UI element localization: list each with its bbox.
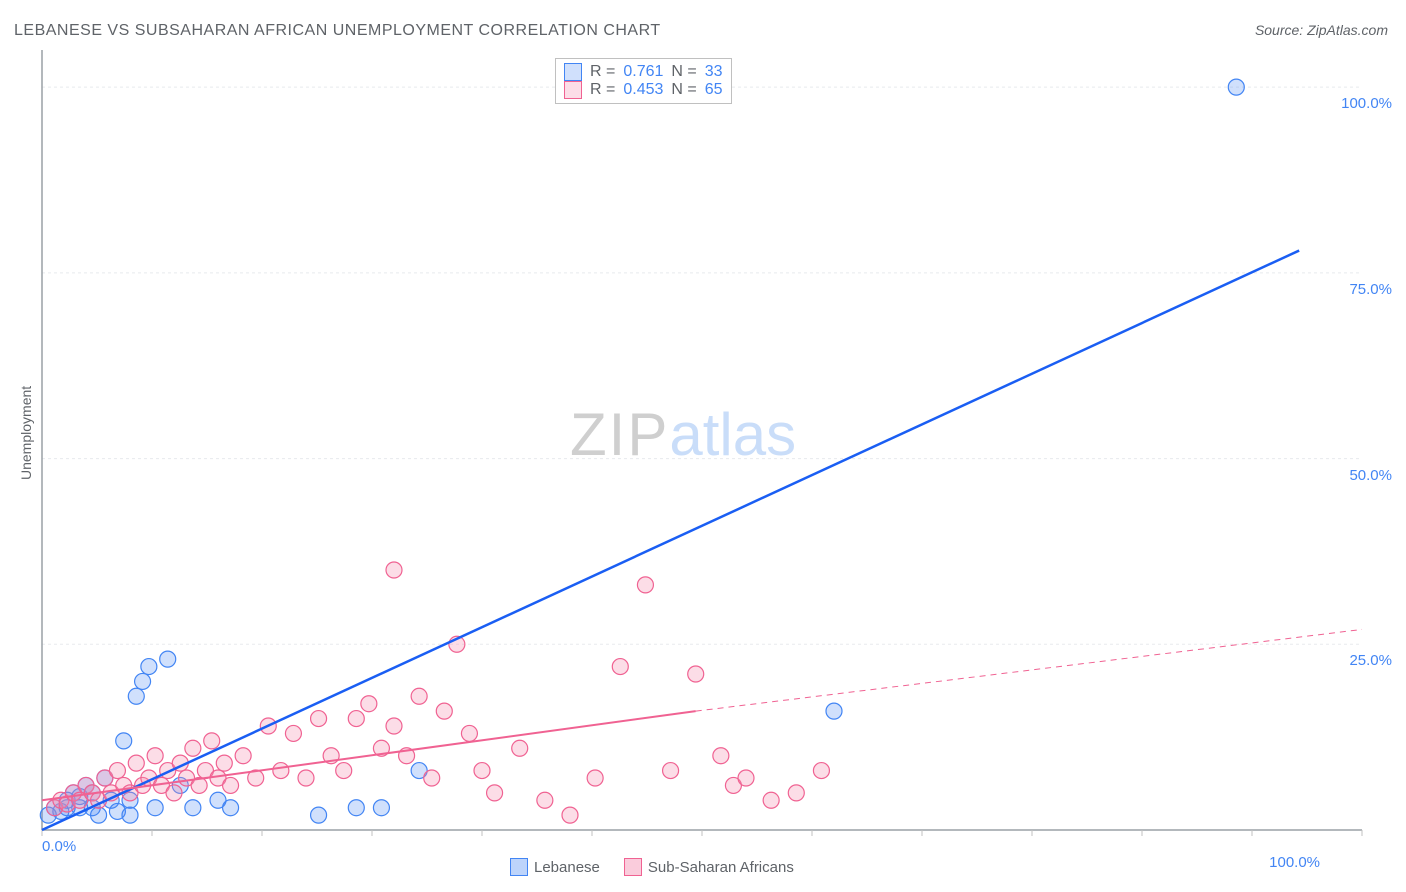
x-tick-label: 100.0% (1269, 854, 1320, 871)
y-tick-label: 75.0% (1349, 281, 1392, 298)
y-tick-label: 50.0% (1349, 467, 1392, 484)
y-tick-label: 100.0% (1341, 95, 1392, 112)
series-swatch (564, 63, 582, 81)
stat-r-label: R = (590, 63, 615, 81)
y-tick-label: 0.0% (42, 838, 76, 855)
legend-item: Sub-Saharan Africans (624, 858, 794, 876)
stat-n-value: 65 (705, 81, 723, 99)
stat-row: R = 0.761 N = 33 (564, 63, 723, 81)
y-tick-label: 25.0% (1349, 652, 1392, 669)
series-swatch (564, 81, 582, 99)
stat-r-value: 0.761 (623, 63, 663, 81)
correlation-stats-box: R = 0.761 N = 33 R = 0.453 N = 65 (555, 58, 732, 104)
legend-swatch (624, 858, 642, 876)
legend: Lebanese Sub-Saharan Africans (510, 858, 794, 876)
stat-n-label: N = (671, 81, 696, 99)
stat-n-label: N = (671, 63, 696, 81)
stat-n-value: 33 (705, 63, 723, 81)
legend-swatch (510, 858, 528, 876)
legend-item: Lebanese (510, 858, 600, 876)
stat-row: R = 0.453 N = 65 (564, 81, 723, 99)
legend-label: Lebanese (534, 859, 600, 876)
correlation-scatter-chart (0, 0, 1406, 892)
stat-r-label: R = (590, 81, 615, 99)
legend-label: Sub-Saharan Africans (648, 859, 794, 876)
stat-r-value: 0.453 (623, 81, 663, 99)
